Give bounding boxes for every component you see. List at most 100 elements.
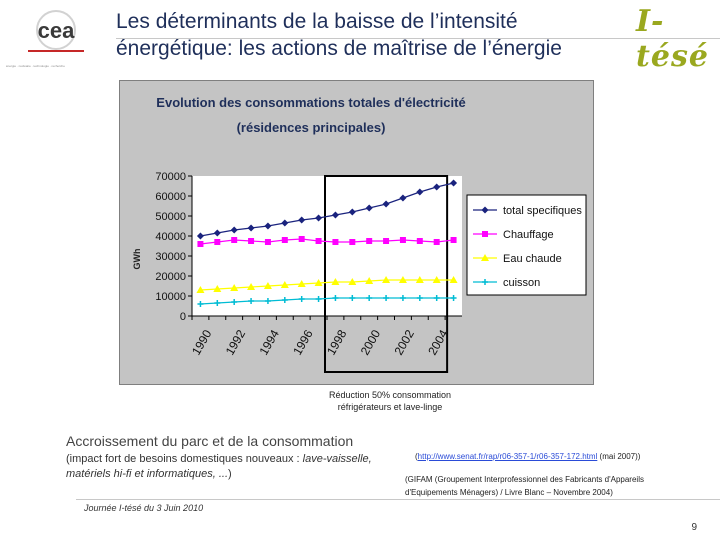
x-tick-label: 2002	[391, 327, 417, 357]
x-tick-label: 2000	[358, 327, 384, 357]
data-point-series-2	[433, 239, 440, 245]
data-point-series-2	[298, 236, 305, 242]
growth-detail-intro: (impact fort de besoins domestiques nouv…	[66, 453, 303, 465]
y-tick-label: 10000	[155, 291, 186, 303]
data-point-series-1	[196, 232, 204, 240]
reduction-note: Réduction 50% consommation réfrigérateur…	[290, 389, 490, 413]
chart-frame: Evolution des consommations totales d'él…	[119, 80, 594, 385]
data-point-series-1	[416, 188, 424, 196]
data-point-series-1	[399, 194, 407, 202]
data-point-series-4	[416, 295, 423, 301]
data-point-series-2	[264, 239, 271, 245]
data-point-series-4	[383, 295, 390, 301]
x-tick-label: 1990	[189, 327, 215, 357]
data-point-series-2	[214, 239, 221, 245]
y-tick-label: 40000	[155, 231, 186, 243]
data-point-series-2	[231, 237, 238, 243]
data-point-series-4	[349, 295, 356, 301]
growth-detail-examples: lave-vaisselle, matériels hi-fi et infor…	[66, 453, 372, 480]
gifam-line-2: d'Equipements Ménagers) / Livre Blanc – …	[405, 488, 613, 497]
legend-label: Eau chaude	[503, 253, 562, 265]
data-point-series-4	[332, 295, 339, 301]
y-tick-label: 50000	[155, 211, 186, 223]
legend-marker	[482, 231, 488, 237]
data-point-series-4	[248, 298, 255, 304]
data-point-series-2	[450, 237, 457, 243]
data-point-series-3	[348, 278, 357, 285]
data-point-series-1	[433, 183, 441, 191]
logo-text: cea	[38, 18, 75, 43]
data-point-series-2	[399, 237, 406, 243]
data-point-series-1	[382, 200, 390, 208]
data-point-series-4	[315, 296, 322, 302]
title-divider	[116, 38, 720, 39]
ref-close: (mai 2007))	[597, 452, 641, 461]
growth-heading: Accroissement du parc et de la consommat…	[66, 433, 354, 449]
page-number: 9	[691, 522, 697, 533]
data-point-series-2	[281, 237, 288, 243]
legend-marker	[482, 279, 488, 285]
data-point-series-4	[399, 295, 406, 301]
data-point-series-3	[382, 276, 391, 283]
data-point-series-1	[230, 226, 238, 234]
legend-label: Chauffage	[503, 229, 554, 241]
senat-link[interactable]: http://www.senat.fr/rap/r06-357-1/r06-35…	[417, 452, 598, 461]
y-tick-label: 20000	[155, 271, 186, 283]
data-point-series-2	[416, 238, 423, 244]
legend-marker	[481, 254, 489, 261]
series-line-2	[200, 238, 454, 245]
data-point-series-1	[365, 204, 373, 212]
data-point-series-4	[214, 300, 221, 306]
growth-detail: (impact fort de besoins domestiques nouv…	[66, 452, 411, 482]
data-point-series-1	[298, 216, 306, 224]
data-point-series-2	[315, 238, 322, 244]
legend-marker	[481, 206, 489, 214]
data-point-series-4	[366, 295, 373, 301]
data-point-series-3	[297, 280, 306, 287]
data-point-series-4	[433, 295, 440, 301]
data-point-series-2	[349, 239, 356, 245]
growth-detail-close: )	[228, 468, 232, 480]
series-line-4	[200, 297, 454, 305]
data-point-series-3	[449, 276, 458, 283]
data-point-series-2	[332, 239, 339, 245]
logo-tagline: énergie · nucléaire · technologie · rech…	[6, 64, 65, 68]
data-point-series-3	[230, 284, 239, 291]
consumption-chart: Evolution des consommations totales d'él…	[132, 95, 587, 373]
data-point-series-3	[280, 281, 289, 288]
y-axis-label: GWh	[132, 249, 142, 270]
title-line-2: énergétique: les actions de maîtrise de …	[116, 37, 562, 60]
cea-logo: cea	[28, 10, 84, 52]
data-point-series-3	[263, 282, 272, 289]
gifam-line-1: (GIFAM (Groupement Interprofessionnel de…	[405, 475, 644, 484]
footer-divider	[76, 499, 720, 500]
footer-text: Journée I-tésé du 3 Juin 2010	[84, 503, 204, 513]
data-point-series-4	[231, 299, 238, 305]
gifam-reference: (GIFAM (Groupement Interprofessionnel de…	[405, 473, 715, 499]
data-point-series-3	[398, 276, 407, 283]
reduction-line-1: Réduction 50% consommation	[328, 390, 452, 400]
x-tick-label: 1998	[324, 327, 350, 357]
senat-reference: (http://www.senat.fr/rap/r06-357-1/r06-3…	[415, 451, 715, 462]
series-line-1	[200, 182, 454, 237]
data-point-series-4	[197, 301, 204, 307]
data-point-series-3	[213, 285, 222, 292]
legend-box	[466, 194, 587, 296]
data-point-series-1	[331, 211, 339, 219]
series-line-3	[200, 279, 454, 291]
data-point-series-1	[247, 224, 255, 232]
data-point-series-4	[281, 297, 288, 303]
y-tick-label: 0	[180, 311, 186, 323]
data-point-series-3	[365, 277, 374, 284]
data-point-series-4	[298, 296, 305, 302]
data-point-series-1	[348, 208, 356, 216]
y-tick-label: 60000	[155, 191, 186, 203]
data-point-series-4	[450, 295, 457, 301]
data-point-series-1	[264, 222, 272, 230]
data-point-series-3	[331, 278, 340, 285]
data-point-series-1	[281, 219, 289, 227]
x-tick-label: 1996	[290, 327, 316, 357]
data-point-series-2	[197, 241, 204, 247]
data-point-series-2	[383, 238, 390, 244]
y-tick-label: 70000	[155, 171, 186, 183]
